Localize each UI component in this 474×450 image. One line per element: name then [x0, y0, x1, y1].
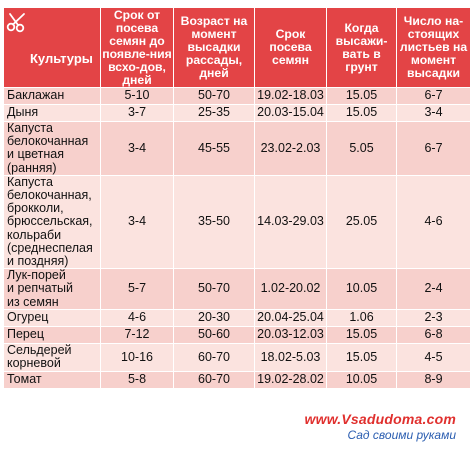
crop-name-line: и поздняя)	[7, 254, 69, 269]
table-row: Баклажан 5-10 50-70 19.02-18.03 15.05 6-7	[3, 87, 471, 105]
header-leaf-count: Число на-стоящих листьев на момент высад…	[396, 7, 471, 88]
cell-germination: 5-10	[100, 87, 174, 105]
cell-sowing: 20.03-15.04	[254, 104, 327, 122]
crop-name-line: (среднеспелая	[7, 240, 93, 255]
cell-crop-name: Перец	[3, 325, 101, 344]
cell-crop-name: Сельдерей корневой	[3, 342, 101, 372]
cell-crop-name: Капуста белокочанная, брокколи, брюссельска…	[3, 174, 101, 270]
cell-planting: 15.05	[326, 325, 397, 344]
cell-sowing: 14.03-29.03	[254, 174, 327, 270]
cell-sowing: 19.02-18.03	[254, 87, 327, 105]
table-row: Лук-порей и репчатый из семян 5-7 50-70 1.02-…	[3, 268, 471, 310]
header-planting-date: Когда высажи-вать в грунт	[326, 7, 397, 88]
table-header-row: Культуры Срок от посева семян до появле-…	[3, 7, 471, 88]
cell-leaves: 2-4	[396, 268, 471, 310]
watermark: www.Vsadudoma.com Сад своими руками	[305, 411, 456, 442]
crop-name-line: Капуста	[7, 121, 53, 135]
cell-leaves: 8-9	[396, 370, 471, 389]
cell-planting: 25.05	[326, 174, 397, 270]
cell-leaves: 2-3	[396, 308, 471, 327]
crop-name-line: из семян	[7, 294, 59, 309]
watermark-tagline: Сад своими руками	[347, 428, 456, 442]
cell-leaves: 6-7	[396, 87, 471, 105]
cell-seedling-age: 35-50	[173, 174, 255, 270]
cell-seedling-age: 20-30	[173, 308, 255, 327]
cell-crop-name: Дыня	[3, 104, 101, 122]
cell-leaves: 6-8	[396, 325, 471, 344]
cell-seedling-age: 25-35	[173, 104, 255, 122]
table-row: Томат 5-8 60-70 19.02-28.02 10.05 8-9	[3, 370, 471, 389]
cell-planting: 10.05	[326, 370, 397, 389]
table-row: Капуста белокочанная, брокколи, брюссельска…	[3, 174, 471, 270]
header-sowing-period: Срок посева семян	[254, 7, 327, 88]
seedling-schedule-table: Культуры Срок от посева семян до появле-…	[3, 7, 471, 389]
crop-name-line: и репчатый	[7, 281, 74, 296]
cell-seedling-age: 50-60	[173, 325, 255, 344]
cell-sowing: 1.02-20.02	[254, 268, 327, 310]
header-seedling-age: Возраст на момент высадки рассады, дней	[173, 7, 255, 88]
cell-germination: 5-8	[100, 370, 174, 389]
cell-seedling-age: 60-70	[173, 342, 255, 372]
header-crops: Культуры	[3, 7, 101, 88]
cell-crop-name: Капуста белокочанная и цветная (ранняя)	[3, 121, 101, 176]
crop-name-line: брюссельская,	[7, 214, 93, 229]
table-row: Дыня 3-7 25-35 20.03-15.04 15.05 3-4	[3, 104, 471, 122]
cell-leaves: 6-7	[396, 121, 471, 176]
crop-name-line: кольраби	[7, 227, 62, 242]
cell-planting: 5.05	[326, 121, 397, 176]
cell-crop-name: Томат	[3, 370, 101, 389]
cell-crop-name: Лук-порей и репчатый из семян	[3, 268, 101, 310]
crop-name-line: Лук-порей	[7, 268, 66, 283]
crop-name-line: брокколи,	[7, 201, 64, 216]
table-row: Огурец 4-6 20-30 20.04-25.04 1.06 2-3	[3, 308, 471, 327]
crop-name-line: Сельдерей	[7, 343, 72, 358]
crop-name-line: Капуста	[7, 175, 53, 189]
table-body: Баклажан 5-10 50-70 19.02-18.03 15.05 6-7 Дыня…	[3, 87, 471, 389]
cell-sowing: 23.02-2.03	[254, 121, 327, 176]
table-row: Капуста белокочанная и цветная (ранняя) 3-4 4…	[3, 121, 471, 176]
cell-planting: 15.05	[326, 87, 397, 105]
crop-name-line: (ранняя)	[7, 160, 57, 175]
cell-germination: 5-7	[100, 268, 174, 310]
watermark-url: www.Vsadudoma.com	[304, 411, 456, 427]
cell-sowing: 20.04-25.04	[254, 308, 327, 327]
cell-leaves: 4-5	[396, 342, 471, 372]
table-row: Перец 7-12 50-60 20.03-12.03 15.05 6-8	[3, 325, 471, 344]
cell-planting: 10.05	[326, 268, 397, 310]
cell-seedling-age: 60-70	[173, 370, 255, 389]
crop-name-line: и цветная	[7, 147, 65, 162]
cell-sowing: 18.02-5.03	[254, 342, 327, 372]
header-germination-days: Срок от посева семян до появле-ния всхо-…	[100, 7, 174, 88]
crop-name-line: Огурец	[7, 310, 49, 325]
crop-name-line: белокочанная,	[7, 188, 92, 203]
crop-name-line: Баклажан	[7, 88, 65, 103]
crop-name-line: корневой	[7, 356, 61, 371]
cell-seedling-age: 50-70	[173, 87, 255, 105]
cell-planting: 1.06	[326, 308, 397, 327]
cell-germination: 10-16	[100, 342, 174, 372]
cell-germination: 3-4	[100, 121, 174, 176]
cell-germination: 7-12	[100, 325, 174, 344]
cell-crop-name: Баклажан	[3, 87, 101, 105]
cell-seedling-age: 45-55	[173, 121, 255, 176]
crop-name-line: белокочанная	[7, 134, 89, 149]
crop-name-line: Томат	[7, 372, 42, 387]
cell-leaves: 3-4	[396, 104, 471, 122]
cell-planting: 15.05	[326, 342, 397, 372]
cell-germination: 3-4	[100, 174, 174, 270]
cell-leaves: 4-6	[396, 174, 471, 270]
cell-planting: 15.05	[326, 104, 397, 122]
cell-seedling-age: 50-70	[173, 268, 255, 310]
cell-crop-name: Огурец	[3, 308, 101, 327]
cell-sowing: 20.03-12.03	[254, 325, 327, 344]
crop-name-line: Дыня	[7, 105, 39, 120]
cell-germination: 4-6	[100, 308, 174, 327]
header-crops-label: Культуры	[30, 51, 93, 66]
cell-sowing: 19.02-28.02	[254, 370, 327, 389]
scissors-icon	[6, 13, 25, 33]
table-row: Сельдерей корневой 10-16 60-70 18.02-5.03 15.…	[3, 342, 471, 372]
crop-name-line: Перец	[7, 327, 44, 342]
cell-germination: 3-7	[100, 104, 174, 122]
